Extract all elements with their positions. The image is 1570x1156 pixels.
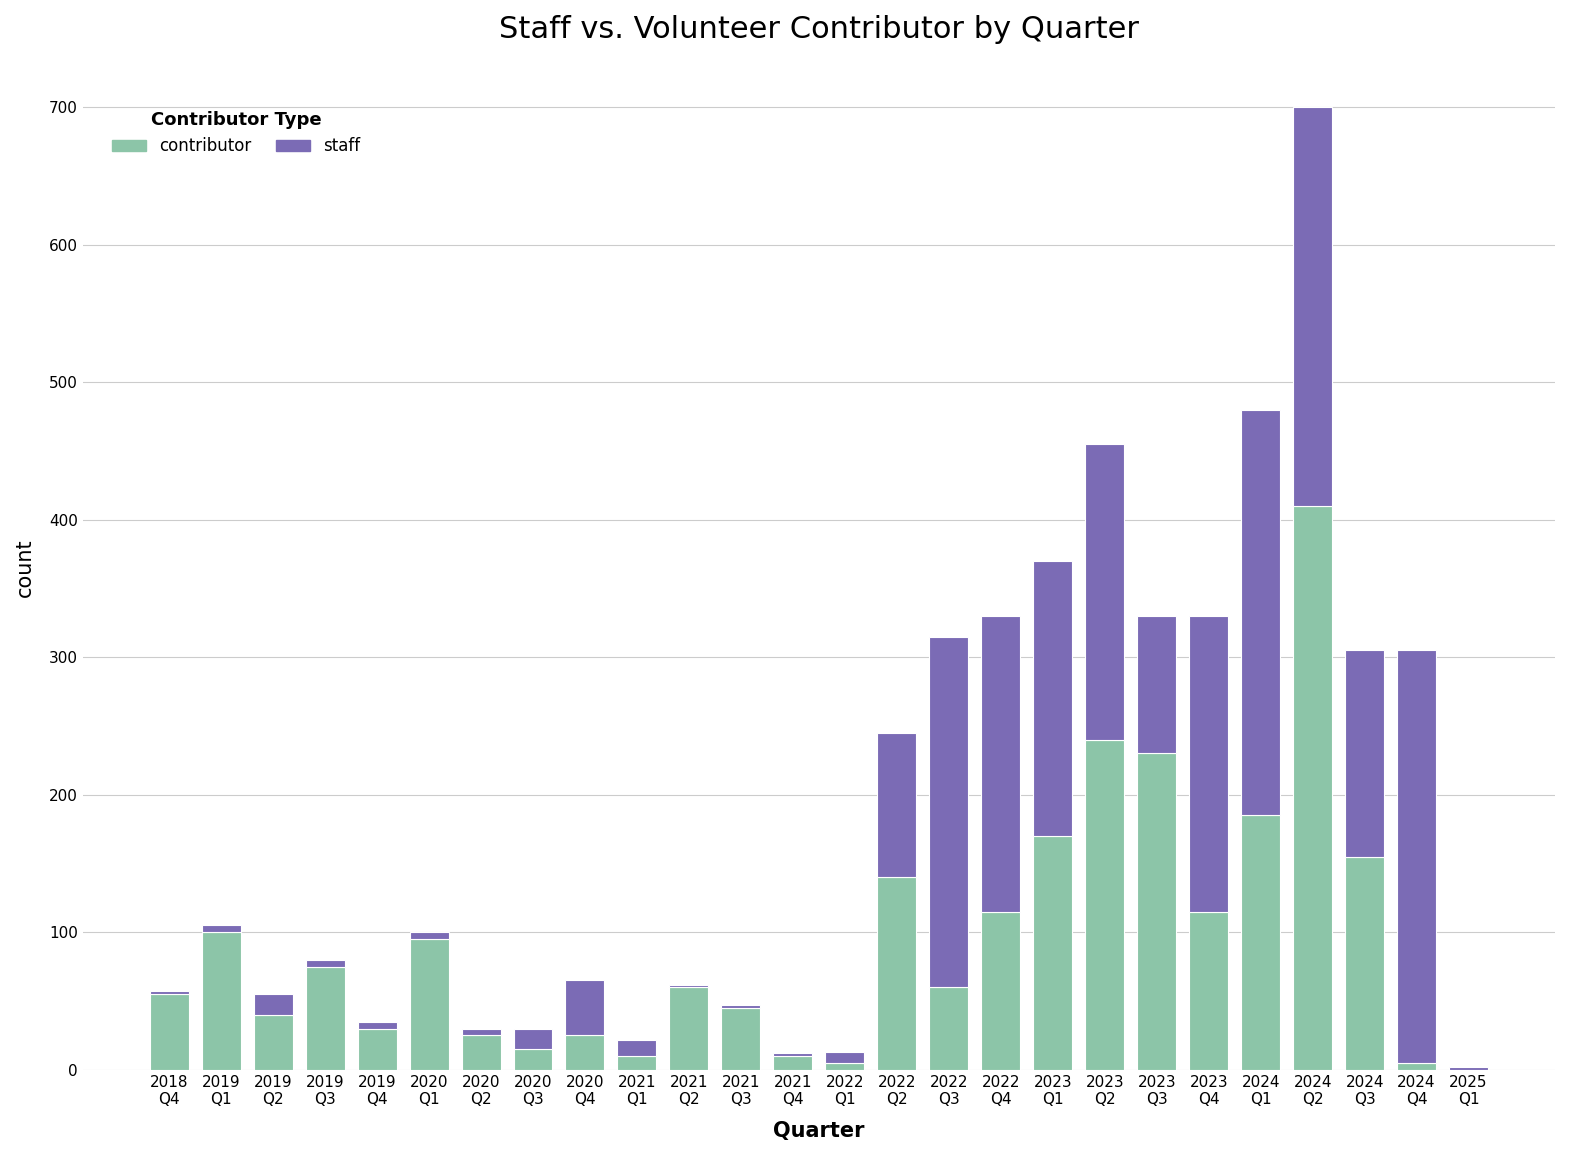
Bar: [358, 1022, 397, 1029]
Bar: [981, 616, 1020, 912]
Bar: [306, 966, 344, 1069]
Bar: [669, 985, 708, 987]
Bar: [929, 987, 969, 1069]
Bar: [1188, 616, 1228, 912]
Bar: [254, 1015, 292, 1069]
Bar: [1085, 740, 1124, 1069]
Bar: [1449, 1067, 1488, 1069]
Bar: [513, 1050, 553, 1069]
Bar: [410, 939, 449, 1069]
Bar: [254, 994, 292, 1015]
Bar: [1137, 616, 1176, 754]
Bar: [878, 733, 917, 877]
Bar: [410, 932, 449, 939]
Bar: [149, 992, 188, 994]
Bar: [774, 1053, 812, 1057]
Bar: [149, 994, 188, 1069]
Legend: contributor, staff: contributor, staff: [105, 104, 367, 162]
Bar: [1242, 409, 1280, 815]
Bar: [669, 987, 708, 1069]
Bar: [774, 1057, 812, 1069]
Bar: [201, 932, 240, 1069]
Bar: [1085, 444, 1124, 740]
Bar: [826, 1064, 865, 1069]
Bar: [1188, 912, 1228, 1069]
Title: Staff vs. Volunteer Contributor by Quarter: Staff vs. Volunteer Contributor by Quart…: [499, 15, 1138, 44]
Bar: [462, 1029, 501, 1036]
Bar: [565, 980, 604, 1036]
Bar: [722, 1008, 760, 1069]
Bar: [1345, 651, 1385, 857]
Bar: [1294, 506, 1333, 1069]
Bar: [1294, 108, 1333, 506]
X-axis label: Quarter: Quarter: [772, 1121, 865, 1141]
Bar: [1033, 836, 1072, 1069]
Bar: [722, 1006, 760, 1008]
Bar: [826, 1052, 865, 1064]
Bar: [1242, 815, 1280, 1069]
Bar: [565, 1036, 604, 1069]
Bar: [981, 912, 1020, 1069]
Bar: [513, 1029, 553, 1050]
Y-axis label: count: count: [16, 539, 35, 598]
Bar: [617, 1039, 656, 1057]
Bar: [1345, 857, 1385, 1069]
Bar: [306, 959, 344, 966]
Bar: [617, 1057, 656, 1069]
Bar: [1033, 561, 1072, 836]
Bar: [878, 877, 917, 1069]
Bar: [929, 637, 969, 987]
Bar: [358, 1029, 397, 1069]
Bar: [1137, 754, 1176, 1069]
Bar: [462, 1036, 501, 1069]
Bar: [1397, 1064, 1437, 1069]
Bar: [201, 926, 240, 932]
Bar: [1397, 651, 1437, 1064]
